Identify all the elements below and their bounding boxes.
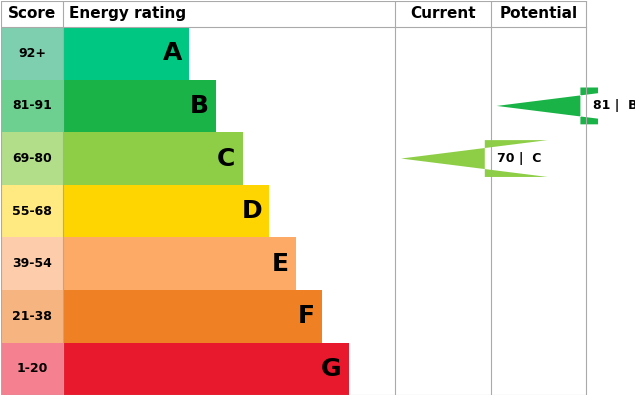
- Bar: [64, 185, 269, 238]
- Bar: [64, 132, 243, 185]
- Bar: [64, 343, 349, 395]
- Bar: [1, 27, 64, 80]
- Bar: [64, 238, 296, 290]
- Text: 70 |  C: 70 | C: [497, 152, 542, 165]
- Text: Energy rating: Energy rating: [69, 6, 187, 21]
- Bar: [1, 343, 64, 395]
- Text: Current: Current: [410, 6, 476, 21]
- Polygon shape: [497, 88, 635, 124]
- Text: 1-20: 1-20: [17, 362, 48, 375]
- Bar: [1, 1, 586, 27]
- Bar: [1, 185, 64, 238]
- Text: 92+: 92+: [18, 47, 46, 60]
- Polygon shape: [401, 140, 547, 177]
- Text: 69-80: 69-80: [12, 152, 52, 165]
- Text: 21-38: 21-38: [12, 310, 52, 323]
- Bar: [1, 238, 64, 290]
- Text: F: F: [298, 305, 315, 328]
- Text: A: A: [163, 41, 182, 65]
- Bar: [1, 80, 64, 132]
- Bar: [1, 132, 64, 185]
- Bar: [64, 80, 216, 132]
- Text: 81 |  B: 81 | B: [592, 99, 635, 112]
- Text: C: C: [217, 147, 236, 171]
- Text: E: E: [271, 252, 288, 276]
- Bar: [64, 27, 189, 80]
- Text: Potential: Potential: [500, 6, 578, 21]
- Text: B: B: [190, 94, 209, 118]
- Text: D: D: [241, 199, 262, 223]
- Text: 81-91: 81-91: [12, 99, 52, 112]
- Text: 55-68: 55-68: [12, 205, 52, 218]
- Text: G: G: [321, 357, 342, 381]
- Bar: [64, 290, 322, 343]
- Text: 39-54: 39-54: [12, 257, 52, 270]
- Text: Score: Score: [8, 6, 56, 21]
- Bar: [1, 290, 64, 343]
